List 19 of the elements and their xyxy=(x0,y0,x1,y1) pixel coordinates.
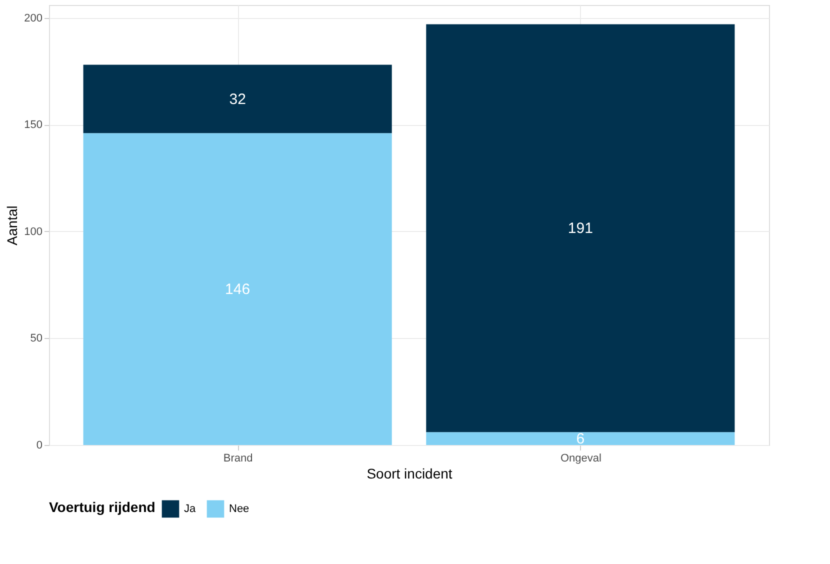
bar xyxy=(83,133,392,445)
bar xyxy=(83,64,392,134)
x-axis-title: Soort incident xyxy=(366,466,452,482)
y-tick-label: 200 xyxy=(24,12,42,24)
y-tick-label: 0 xyxy=(36,440,42,452)
legend-label: Nee xyxy=(229,502,250,515)
x-tick-label: Ongeval xyxy=(560,452,602,464)
y-tick-label: 50 xyxy=(30,332,42,345)
data-label: 32 xyxy=(229,90,246,108)
legend-title: Voertuig rijdend xyxy=(49,499,156,515)
y-axis-title: Aantal xyxy=(4,206,20,246)
bar xyxy=(426,432,735,445)
data-label: 6 xyxy=(576,430,585,448)
legend-label: Ja xyxy=(184,502,196,515)
data-label: 146 xyxy=(225,281,250,298)
data-label: 191 xyxy=(568,220,593,238)
y-tick-label: 100 xyxy=(24,226,42,238)
y-tick-label: 150 xyxy=(24,119,42,132)
x-tick-label: Brand xyxy=(223,452,253,464)
